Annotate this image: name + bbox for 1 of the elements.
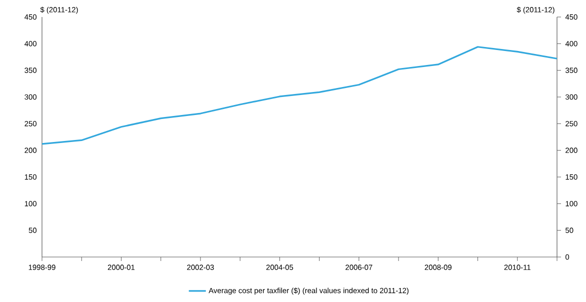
line-series	[41, 46, 558, 145]
